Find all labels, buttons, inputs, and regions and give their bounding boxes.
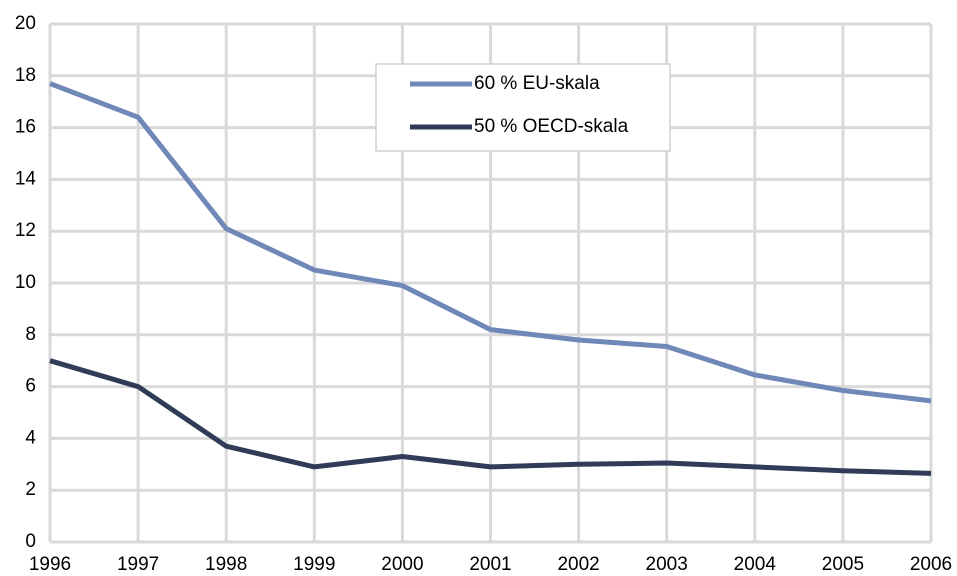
y-tick-label: 8 (25, 324, 36, 345)
y-tick-label: 14 (15, 168, 37, 189)
x-tick-label: 2001 (469, 554, 511, 575)
x-tick-label: 2003 (646, 554, 688, 575)
x-tick-label: 2000 (381, 554, 423, 575)
legend: 60 % EU-skala 50 % OECD-skala (375, 63, 671, 152)
y-tick-label: 10 (15, 272, 36, 293)
legend-box (375, 63, 671, 152)
series-line (49, 358, 932, 476)
y-tick-label: 2 (25, 479, 36, 500)
x-tick-label: 2004 (734, 554, 777, 575)
x-tick-label: 2005 (822, 554, 864, 575)
x-tick-label: 2006 (910, 554, 952, 575)
y-tick-label: 0 (25, 531, 36, 552)
legend-label: 50 % OECD-skala (474, 116, 629, 137)
x-tick-label: 1997 (117, 554, 159, 575)
x-tick-label: 1999 (293, 554, 335, 575)
y-tick-label: 6 (25, 376, 36, 397)
x-tick-label: 1996 (29, 554, 71, 575)
series-line (49, 81, 932, 404)
y-tick-label: 18 (15, 65, 36, 86)
legend-label: 60 % EU-skala (474, 73, 600, 94)
y-tick-label: 12 (15, 220, 36, 241)
y-tick-label: 20 (15, 13, 36, 34)
y-tick-label: 16 (15, 117, 36, 138)
y-tick-label: 4 (25, 427, 36, 448)
x-tick-label: 1998 (205, 554, 247, 575)
x-tick-label: 2002 (557, 554, 599, 575)
